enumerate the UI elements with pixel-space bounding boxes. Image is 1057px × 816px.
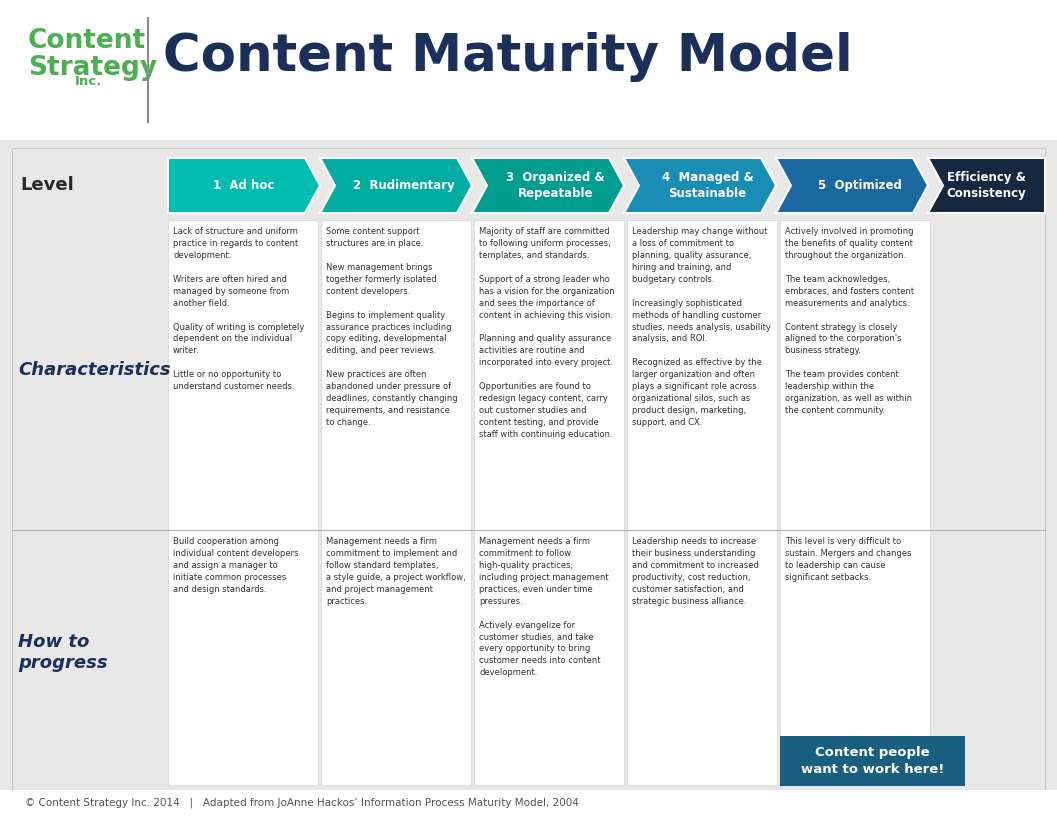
Text: Leadership may change without
a loss of commitment to
planning, quality assuranc: Leadership may change without a loss of … — [632, 227, 771, 427]
FancyBboxPatch shape — [474, 220, 624, 530]
Text: Actively involved in promoting
the benefits of quality content
throughout the or: Actively involved in promoting the benef… — [785, 227, 914, 415]
FancyBboxPatch shape — [12, 148, 1045, 790]
Text: Leadership needs to increase
their business understanding
and commitment to incr: Leadership needs to increase their busin… — [632, 537, 759, 605]
Polygon shape — [168, 158, 320, 213]
Text: 5  Optimized: 5 Optimized — [817, 179, 902, 192]
Text: 3  Organized &
Repeatable: 3 Organized & Repeatable — [506, 171, 605, 200]
Text: Management needs a firm
commitment to follow
high-quality practices,
including p: Management needs a firm commitment to fo… — [479, 537, 609, 677]
FancyBboxPatch shape — [627, 220, 777, 530]
FancyBboxPatch shape — [168, 530, 318, 785]
FancyBboxPatch shape — [780, 220, 930, 530]
Text: Characteristics: Characteristics — [18, 361, 170, 379]
Polygon shape — [472, 158, 624, 213]
Text: This level is very difficult to
sustain. Mergers and changes
to leadership can c: This level is very difficult to sustain.… — [785, 537, 911, 582]
Text: Management needs a firm
commitment to implement and
follow standard templates,
a: Management needs a firm commitment to im… — [326, 537, 466, 605]
Text: Some content support
structures are in place.

New management brings
together fo: Some content support structures are in p… — [326, 227, 458, 427]
FancyBboxPatch shape — [474, 530, 624, 785]
Text: Build cooperation among
individual content developers
and assign a manager to
in: Build cooperation among individual conte… — [173, 537, 298, 594]
Text: Efficiency &
Consistency: Efficiency & Consistency — [947, 171, 1026, 200]
FancyBboxPatch shape — [0, 790, 1057, 816]
Text: Inc.: Inc. — [75, 75, 103, 88]
Text: 2  Rudimentary: 2 Rudimentary — [353, 179, 455, 192]
Text: Level: Level — [20, 176, 74, 194]
Text: 4  Managed &
Sustainable: 4 Managed & Sustainable — [662, 171, 754, 200]
Polygon shape — [928, 158, 1045, 213]
FancyBboxPatch shape — [780, 530, 930, 785]
Text: 1  Ad hoc: 1 Ad hoc — [214, 179, 275, 192]
FancyBboxPatch shape — [780, 736, 965, 786]
FancyBboxPatch shape — [321, 530, 471, 785]
Text: Content people
want to work here!: Content people want to work here! — [801, 747, 944, 776]
Text: Content
Strategy: Content Strategy — [27, 28, 157, 81]
Text: Majority of staff are committed
to following uniform processes,
templates, and s: Majority of staff are committed to follo… — [479, 227, 614, 439]
Text: Content Maturity Model: Content Maturity Model — [163, 32, 853, 82]
FancyBboxPatch shape — [321, 220, 471, 530]
Text: Lack of structure and uniform
practice in regards to content
development.

Write: Lack of structure and uniform practice i… — [173, 227, 304, 391]
Text: © Content Strategy Inc. 2014   |   Adapted from JoAnne Hackos’ Information Proce: © Content Strategy Inc. 2014 | Adapted f… — [25, 798, 579, 809]
Polygon shape — [776, 158, 928, 213]
Polygon shape — [624, 158, 776, 213]
Text: How to
progress: How to progress — [18, 632, 108, 672]
FancyBboxPatch shape — [627, 530, 777, 785]
Polygon shape — [320, 158, 472, 213]
FancyBboxPatch shape — [168, 220, 318, 530]
FancyBboxPatch shape — [0, 0, 1057, 140]
